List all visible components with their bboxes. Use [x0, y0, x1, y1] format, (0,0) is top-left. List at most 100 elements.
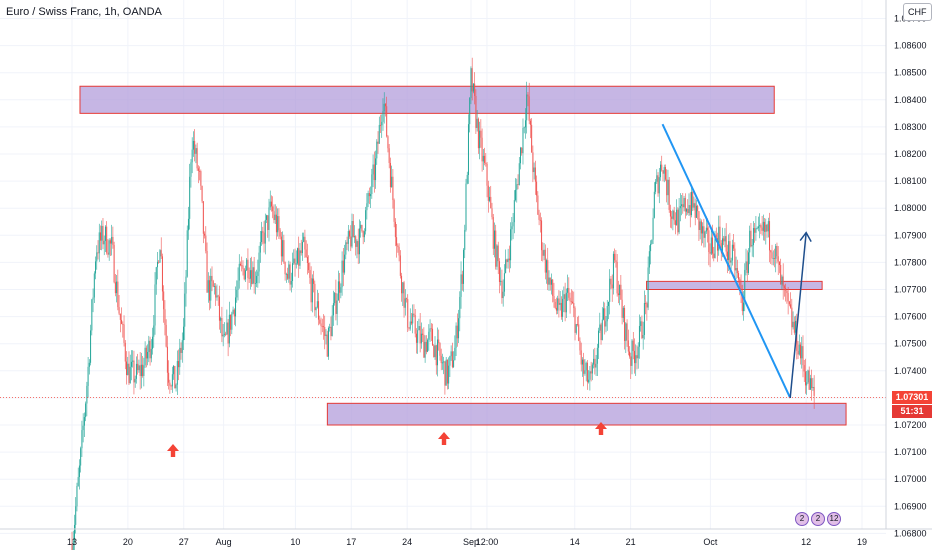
resistance-zone[interactable]: [79, 85, 775, 114]
candle-body: [295, 263, 297, 265]
candle-body: [393, 200, 395, 222]
up-arrow-icon: [595, 422, 607, 435]
candle-body: [349, 231, 351, 237]
candle-body: [744, 269, 746, 303]
candle-body: [287, 273, 289, 279]
candle-body: [108, 240, 110, 255]
candle-body: [415, 333, 417, 343]
candle-body: [258, 252, 260, 272]
candle-body: [273, 211, 275, 220]
candle-body: [598, 330, 600, 348]
candle-body: [335, 292, 337, 314]
candle-body: [358, 228, 360, 255]
currency-badge[interactable]: CHF: [903, 3, 932, 21]
candle-body: [180, 347, 182, 353]
candle-body: [95, 261, 97, 274]
candle-body: [658, 177, 660, 194]
y-tick-label: 1.07900: [894, 230, 927, 240]
candle-body: [275, 214, 277, 233]
candle-body: [231, 313, 233, 330]
candle-body: [296, 248, 298, 264]
candle-body: [201, 185, 203, 202]
candle-body: [724, 236, 726, 242]
candle-body: [419, 326, 421, 344]
candle-body: [492, 217, 494, 249]
candle-body: [90, 330, 92, 363]
candle-body: [576, 324, 578, 325]
candle-body: [140, 364, 142, 376]
candle-body: [261, 231, 263, 243]
candle-body: [581, 359, 583, 365]
candle-body: [189, 176, 191, 219]
candle-body: [98, 232, 100, 254]
candle-body: [132, 360, 134, 362]
candle-body: [661, 164, 663, 171]
mid-zone[interactable]: [646, 280, 823, 290]
candle-body: [394, 221, 396, 238]
candle-body: [695, 205, 697, 218]
candle-body: [707, 227, 709, 231]
candle-body: [725, 236, 727, 252]
candle-body: [116, 281, 118, 294]
candle-body: [436, 339, 438, 366]
candle-body: [475, 96, 477, 128]
candle-body: [139, 365, 141, 376]
candle-body: [785, 287, 787, 291]
events-indicator[interactable]: 2 2 12: [795, 512, 841, 526]
candle-body: [607, 301, 609, 307]
candle-body: [638, 326, 640, 347]
candle-body: [211, 275, 213, 282]
candle-body: [161, 256, 163, 292]
candle-body: [439, 343, 441, 356]
candle-body: [620, 284, 622, 300]
candle-body: [547, 260, 549, 285]
candle-body: [282, 240, 284, 257]
candle-body: [402, 282, 404, 294]
candle-body: [361, 224, 363, 231]
candle-body: [137, 363, 139, 371]
up-arrow-shape: [167, 444, 179, 457]
candle-body: [698, 211, 700, 230]
candle-body: [631, 340, 633, 366]
candle-body: [760, 225, 762, 228]
x-tick-label: 14: [570, 537, 580, 547]
projection-line[interactable]: [789, 232, 807, 398]
candle-body: [809, 378, 811, 390]
candle-body: [506, 259, 508, 262]
event-badge-1[interactable]: 2: [795, 512, 809, 526]
candle-body: [323, 326, 325, 328]
candle-body: [190, 162, 192, 177]
trend-line[interactable]: [661, 123, 792, 399]
candle-body: [256, 275, 258, 284]
candle-body: [289, 264, 291, 285]
candle-body: [387, 136, 389, 149]
candle-body: [118, 307, 120, 314]
candle-body: [752, 228, 754, 246]
candle-body: [612, 253, 614, 289]
candle-body: [625, 323, 627, 341]
candle-body: [575, 324, 577, 333]
candle-body: [574, 308, 576, 333]
candle-body: [104, 226, 106, 241]
candle-body: [764, 221, 766, 232]
candle-body: [554, 301, 556, 308]
candle-body: [382, 111, 384, 122]
candle-body: [692, 191, 694, 208]
candle-body: [584, 370, 586, 374]
candle-body: [377, 141, 379, 144]
event-badge-2[interactable]: 2: [811, 512, 825, 526]
candle-body: [143, 365, 145, 376]
candle-body: [145, 347, 147, 359]
candle-body: [770, 250, 772, 253]
candle-body: [783, 286, 785, 288]
candle-body: [392, 176, 394, 201]
support-zone[interactable]: [326, 402, 847, 426]
event-badge-3[interactable]: 12: [827, 512, 841, 526]
candle-body: [469, 98, 471, 125]
candle-body: [235, 297, 237, 317]
candle-body: [569, 297, 571, 302]
candle-body: [721, 238, 723, 253]
